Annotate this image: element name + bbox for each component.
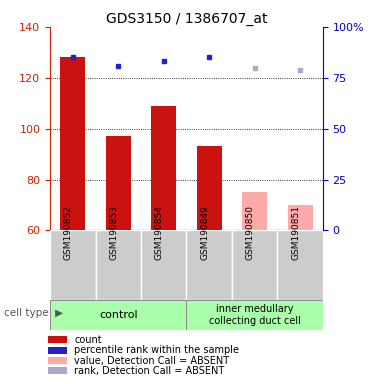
Bar [232,230,278,300]
Text: GSM190854: GSM190854 [155,205,164,260]
Bar [50,230,96,300]
Text: percentile rank within the sample: percentile rank within the sample [74,345,239,355]
Text: value, Detection Call = ABSENT: value, Detection Call = ABSENT [74,356,229,366]
Bar [96,230,141,300]
Bar [141,230,187,300]
Bar [187,230,232,300]
Bar [187,300,323,330]
Text: GSM190852: GSM190852 [64,205,73,260]
Text: GSM190849: GSM190849 [200,205,209,260]
Bar [106,136,131,230]
Bar [60,57,85,230]
Text: inner medullary
collecting duct cell: inner medullary collecting duct cell [209,304,301,326]
Text: count: count [74,335,102,345]
Text: GSM190850: GSM190850 [246,205,255,260]
Bar [278,230,323,300]
Bar [197,146,221,230]
Bar [151,106,176,230]
Bar [242,192,267,230]
Title: GDS3150 / 1386707_at: GDS3150 / 1386707_at [106,12,267,26]
Bar [288,205,312,230]
Text: control: control [99,310,138,320]
Text: GSM190851: GSM190851 [291,205,300,260]
Text: rank, Detection Call = ABSENT: rank, Detection Call = ABSENT [74,366,224,376]
Bar [50,300,187,330]
Text: cell type  ▶: cell type ▶ [4,308,63,318]
Text: GSM190853: GSM190853 [109,205,118,260]
